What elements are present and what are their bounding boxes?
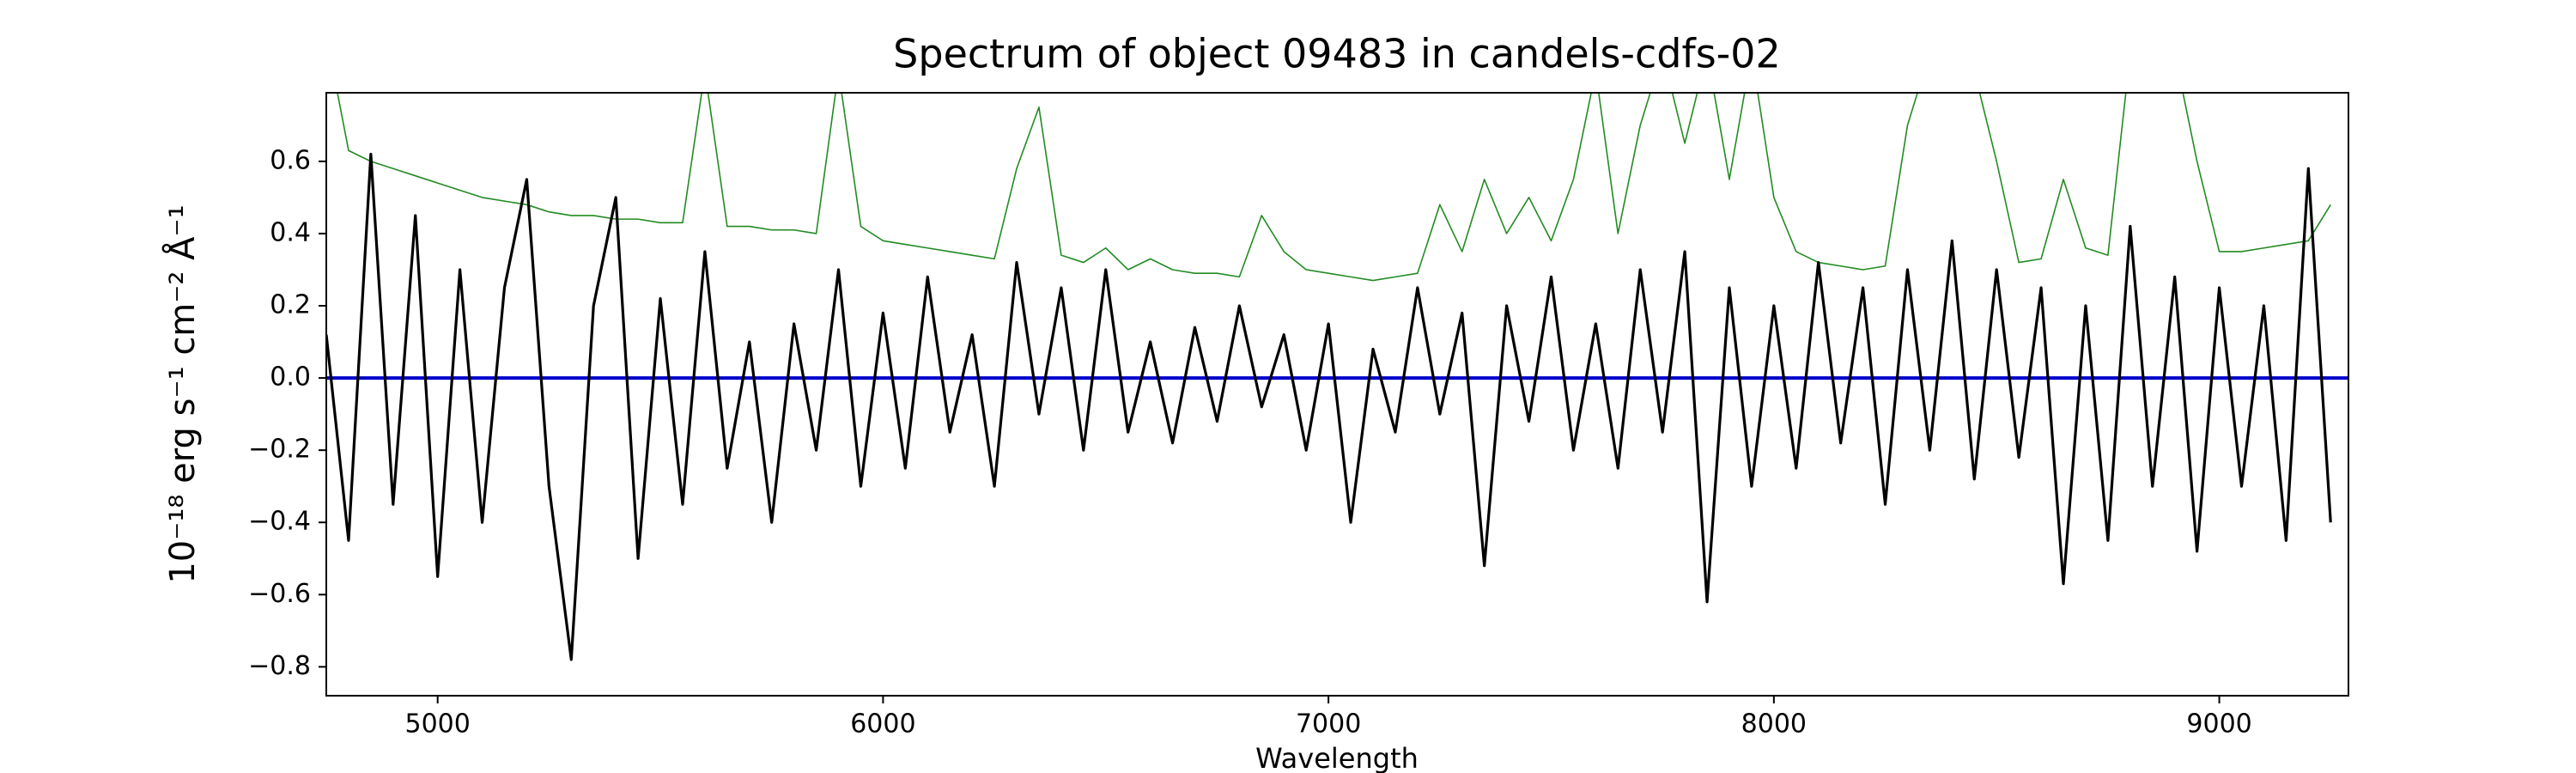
- y-tick-label: −0.4: [248, 507, 311, 537]
- y-tick-label: 0.6: [270, 145, 311, 175]
- x-tick-label: 6000: [850, 709, 915, 740]
- x-axis-label: Wavelength: [1255, 742, 1419, 773]
- x-tick-label: 7000: [1296, 709, 1361, 740]
- y-tick-label: −0.6: [248, 579, 311, 609]
- y-axis-label: 10⁻¹⁸ erg s⁻¹ cm⁻² Å⁻¹: [161, 204, 203, 583]
- series-line: [337, 93, 2331, 282]
- y-tick-label: −0.8: [248, 651, 311, 681]
- axes-frame: [325, 92, 2349, 697]
- x-tick-label: 5000: [405, 709, 471, 740]
- x-tick-label: 8000: [1741, 709, 1807, 740]
- chart-title: Spectrum of object 09483 in candels-cdfs…: [893, 31, 1781, 77]
- plot-area: [326, 93, 2348, 661]
- y-tick-label: 0.2: [270, 290, 311, 320]
- series-line: [326, 152, 2332, 661]
- y-tick-label: 0.4: [270, 217, 311, 247]
- y-tick-label: −0.2: [248, 435, 311, 465]
- x-tick-label: 9000: [2186, 709, 2251, 740]
- y-tick-label: 0.0: [270, 362, 311, 393]
